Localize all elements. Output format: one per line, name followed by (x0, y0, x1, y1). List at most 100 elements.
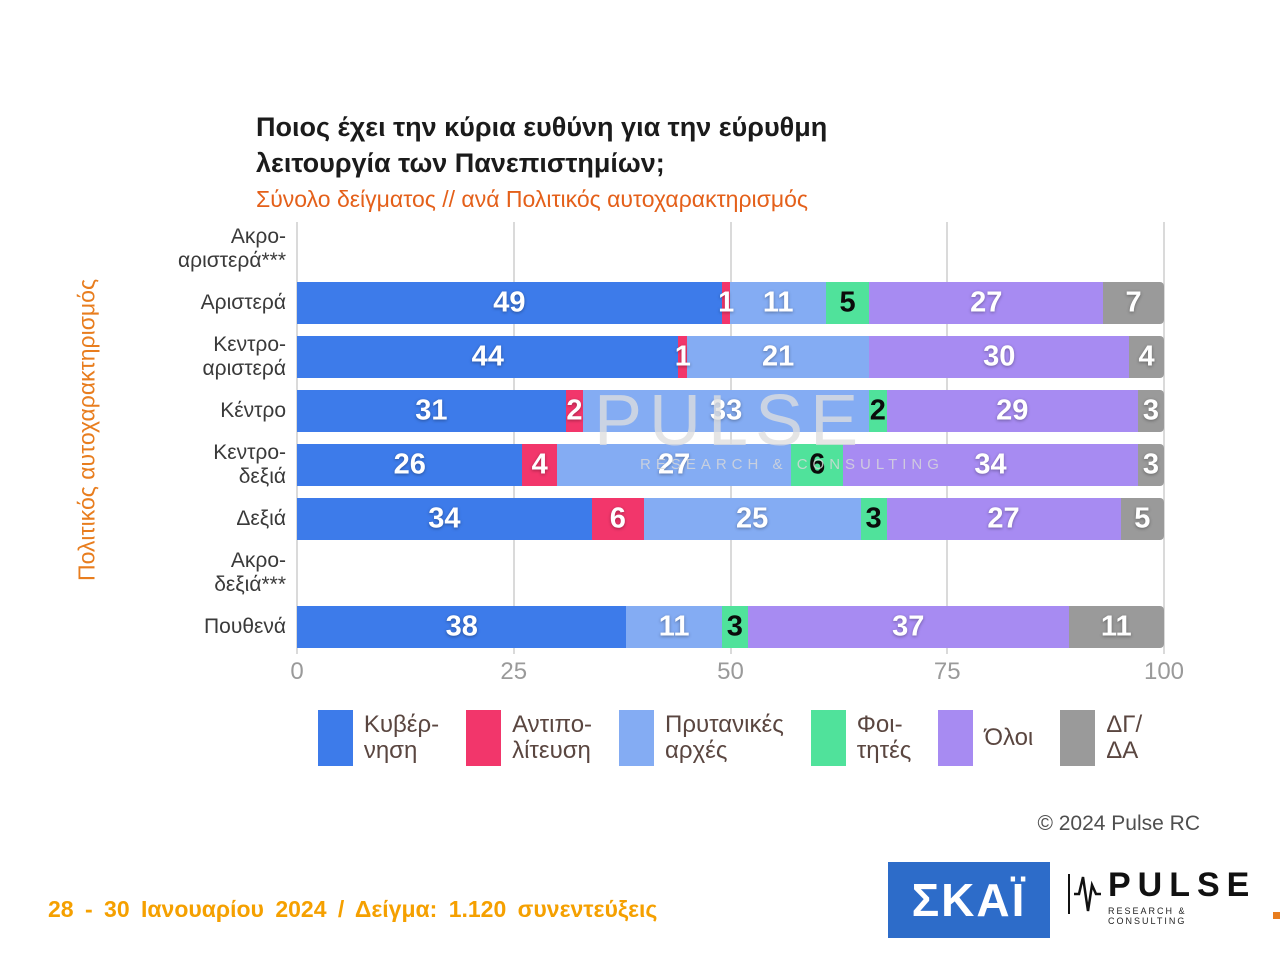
bar-value-label: 37 (892, 610, 925, 643)
legend-label-line: λίτευση (512, 737, 591, 764)
chart-title: Ποιος έχει την κύρια ευθύνη για την εύρυ… (256, 110, 827, 182)
bar-segment: 27 (557, 444, 792, 486)
legend-swatch (810, 710, 846, 766)
legend-swatch (938, 710, 974, 766)
bar-segment: 2 (565, 390, 584, 432)
pulse-logo-subline: RESEARCH & CONSULTING (1108, 906, 1280, 926)
bar-value-label: 2 (869, 394, 886, 427)
legend-label-line: ΔΑ (1106, 737, 1139, 764)
pulse-logo-text: PULSE RESEARCH & CONSULTING (1108, 868, 1280, 926)
pulse-logo-word: PULSE (1108, 865, 1257, 904)
legend-label-line: Αντιπο- (512, 711, 593, 739)
bar-segment: 11 (626, 606, 722, 648)
bar-value-label: 44 (471, 340, 504, 373)
stacked-bar: 34 6 25 3 27 5 (297, 498, 1164, 540)
legend-label: Φοι-τητές (857, 712, 912, 764)
x-tick-label: 25 (500, 658, 528, 685)
bar-segment: 1 (718, 282, 734, 324)
x-tick-label: 100 (1143, 658, 1185, 685)
bar-segment: 25 (643, 498, 861, 540)
gridline (1163, 222, 1165, 654)
legend-item: Αντιπο-λίτευση (466, 710, 592, 766)
category-label: Δεξιά (90, 492, 286, 546)
bar-value-label: 38 (445, 610, 478, 643)
chart-row: 44 1 21 30 4 (297, 330, 1164, 384)
bar-segment: 34 (843, 444, 1138, 486)
legend-label: Πρυτανικές αρχές (665, 712, 784, 764)
chart-row (297, 546, 1164, 600)
category-label-line: αριστερά (202, 357, 286, 380)
legend-label-line: ΔΓ/ (1106, 711, 1143, 739)
legend-label-line: Όλοι (984, 724, 1034, 752)
legend-label: Αντιπο-λίτευση (512, 712, 592, 764)
chart-row: 31 2 33 2 29 3 (297, 384, 1164, 438)
pulse-logo: PULSE RESEARCH & CONSULTING (1066, 866, 1280, 927)
bar-value-label: 27 (970, 286, 1003, 319)
bar-segment: 5 (825, 282, 870, 324)
category-label-line: Πουθενά (203, 615, 286, 639)
x-tick-label: 50 (717, 658, 744, 685)
stacked-bar: 49 1 11 5 27 7 (297, 282, 1164, 324)
legend-label-line: Φοι- (856, 711, 903, 739)
pulse-waveform-icon (1066, 866, 1102, 927)
bar-value-label: 34 (428, 502, 461, 535)
legend-swatch (1060, 710, 1096, 766)
bar-segment: 27 (886, 498, 1121, 540)
bar-value-label: 30 (983, 340, 1016, 373)
bar-segment: 27 (869, 282, 1104, 324)
bar-segment: 29 (886, 390, 1138, 432)
legend-label-line: Κυβέρ- (363, 711, 440, 739)
skai-logo: ΣΚΑΪ (888, 862, 1050, 938)
bar-value-label: 1 (718, 286, 735, 319)
watermark-text: PULSE (594, 381, 866, 461)
x-tick-label: 0 (290, 658, 304, 685)
bar-segment: 31 (297, 390, 566, 432)
category-label-line: Αριστερά (200, 291, 286, 315)
bar-segment: 7 (1103, 282, 1164, 324)
gridline (946, 222, 949, 654)
bar-segment: 30 (869, 336, 1130, 378)
bar-value-label: 2 (566, 394, 583, 427)
bar-value-label: 1 (674, 340, 691, 373)
bar-value-label: 27 (987, 502, 1020, 535)
chart-row: 26 4 27 6 34 3 (297, 438, 1164, 492)
bar-segment: 3 (1137, 444, 1164, 486)
bar-segment: 6 (791, 444, 844, 486)
legend: Κυβέρ-νηση Αντιπο-λίτευση Πρυτανικές αρχές Φ… (250, 710, 1210, 766)
category-label: Ακρο-αριστερά*** (90, 222, 286, 276)
chart-row: 49 1 11 5 27 7 (297, 276, 1164, 330)
bar-segment: 26 (297, 444, 523, 486)
legend-label-line: τητές (856, 737, 912, 764)
bar-segment: 11 (1068, 606, 1164, 648)
legend-swatch (619, 710, 655, 766)
chart-title-line2: λειτουργία των Πανεπιστημίων; (256, 147, 665, 178)
category-label: Πουθενά (90, 600, 286, 654)
bar-value-label: 5 (1134, 502, 1151, 535)
bar-value-label: 25 (736, 502, 769, 535)
bar-value-label: 3 (1142, 394, 1160, 427)
category-label-line: Δεξιά (236, 507, 286, 531)
bar-value-label: 3 (726, 610, 743, 643)
bar-value-label: 6 (609, 502, 626, 535)
legend-label: Όλοι (984, 725, 1033, 751)
category-label-line: δεξιά (238, 465, 286, 488)
bar-value-label: 11 (762, 286, 794, 319)
chart-row: 38 11 3 37 11 (297, 600, 1164, 654)
bar-segment: 37 (747, 606, 1069, 648)
bar-value-label: 27 (657, 448, 691, 481)
bar-value-label: 7 (1125, 286, 1142, 319)
bar-value-label: 49 (493, 286, 526, 319)
category-label-line: δεξιά*** (214, 573, 286, 596)
bar-segment: 33 (583, 390, 870, 432)
skai-logo-text: ΣΚΑΪ (911, 874, 1027, 926)
bar-value-label: 6 (809, 448, 826, 481)
legend-item: Όλοι (938, 710, 1033, 766)
watermark-subtext: RESEARCH & CONSULTING (640, 456, 944, 473)
bar-segment: 49 (297, 282, 722, 324)
legend-swatch (466, 710, 502, 766)
x-axis-ticks: 0 25 50 75 100 (290, 658, 1184, 690)
bar-value-label: 33 (710, 394, 743, 427)
bar-segment: 5 (1120, 498, 1164, 540)
stacked-bar: 44 1 21 30 4 (297, 336, 1164, 378)
category-label: Κεντρο-δεξιά (90, 438, 286, 492)
